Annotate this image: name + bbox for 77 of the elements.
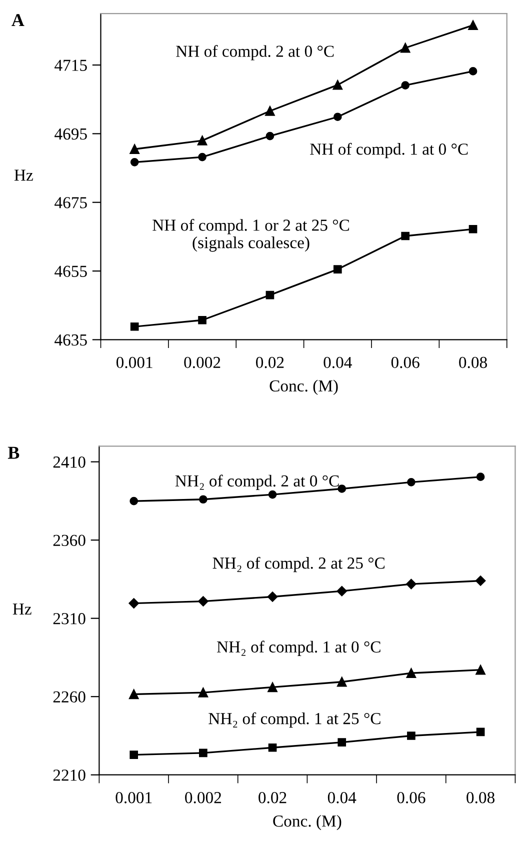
point xyxy=(476,664,486,675)
point xyxy=(130,144,140,154)
y-tick-label: 2260 xyxy=(53,691,86,703)
x-tick-label: 0.08 xyxy=(466,792,494,804)
point xyxy=(468,20,478,30)
point xyxy=(266,132,274,140)
y-tick-label: 4675 xyxy=(54,197,87,208)
chart-title: A xyxy=(12,14,24,26)
point xyxy=(130,496,138,506)
x-tick-label: 0.002 xyxy=(185,792,222,804)
point xyxy=(400,42,410,53)
y-tick-label: 4695 xyxy=(54,128,87,140)
x-axis-title: Conc. (M) xyxy=(273,814,342,830)
point xyxy=(476,472,485,482)
point xyxy=(268,743,277,752)
point xyxy=(401,232,410,240)
y-tick-label: 2360 xyxy=(53,534,86,546)
y-axis-title: Hz xyxy=(14,170,33,181)
x-tick-label: 0.06 xyxy=(397,792,426,804)
y-tick-label: 2410 xyxy=(53,456,86,468)
point xyxy=(267,592,278,602)
point xyxy=(199,495,208,504)
series-label: NH₂ of compd. 2 at 25 °C xyxy=(212,556,385,572)
point xyxy=(406,578,416,590)
point xyxy=(268,682,278,692)
series-label: NH of compd. 2 at 0 °C xyxy=(176,45,334,60)
point xyxy=(468,224,478,234)
point xyxy=(332,80,343,90)
point xyxy=(406,668,416,678)
point xyxy=(333,112,342,122)
point xyxy=(199,748,208,758)
x-axis-title: Conc. (M) xyxy=(270,380,338,395)
y-tick-label: 4715 xyxy=(54,60,87,71)
point xyxy=(128,598,139,608)
point xyxy=(336,586,347,596)
x-tick-label: 0.04 xyxy=(328,792,356,804)
y-tick-label: 2210 xyxy=(53,770,86,781)
point xyxy=(475,576,486,586)
point xyxy=(338,738,346,746)
y-axis-title: Hz xyxy=(12,604,32,615)
point xyxy=(468,67,478,76)
series-label: NH₂ of compd. 1 at 25 °C xyxy=(208,712,380,728)
point xyxy=(130,158,139,166)
series-label: NH₂ of compd. 2 at 0 °C xyxy=(175,474,339,490)
x-tick-label: 0.06 xyxy=(391,356,420,368)
point xyxy=(407,732,416,740)
chart-title: B xyxy=(8,446,20,459)
y-tick-label: 4635 xyxy=(54,334,87,346)
point xyxy=(130,750,138,759)
x-tick-label: 0.001 xyxy=(116,356,152,368)
point xyxy=(265,106,275,116)
point xyxy=(198,152,206,162)
x-tick-label: 0.002 xyxy=(184,356,220,368)
point xyxy=(128,689,139,700)
x-tick-label: 0.02 xyxy=(256,356,284,368)
point xyxy=(266,290,274,300)
point xyxy=(197,136,208,146)
point xyxy=(198,316,206,324)
point xyxy=(401,81,410,90)
point xyxy=(337,677,347,687)
y-tick-label: 2310 xyxy=(53,613,86,624)
point xyxy=(198,596,208,606)
series-label: NH₂ of compd. 1 at 0 °C xyxy=(216,640,380,656)
point xyxy=(476,728,485,736)
point xyxy=(268,490,277,499)
series-label: NH of compd. 1 or 2 at 25 °C (signals coalesce) xyxy=(152,218,350,252)
point xyxy=(198,688,208,698)
point xyxy=(130,322,139,331)
x-tick-label: 0.04 xyxy=(324,356,352,368)
x-tick-label: 0.001 xyxy=(116,792,152,804)
point xyxy=(333,265,342,274)
x-tick-label: 0.02 xyxy=(258,792,286,804)
y-tick-label: 4655 xyxy=(54,266,87,277)
x-tick-label: 0.08 xyxy=(459,356,487,368)
series-label: NH of compd. 1 at 0 °C xyxy=(310,142,468,158)
point xyxy=(338,484,346,493)
point xyxy=(407,478,416,486)
